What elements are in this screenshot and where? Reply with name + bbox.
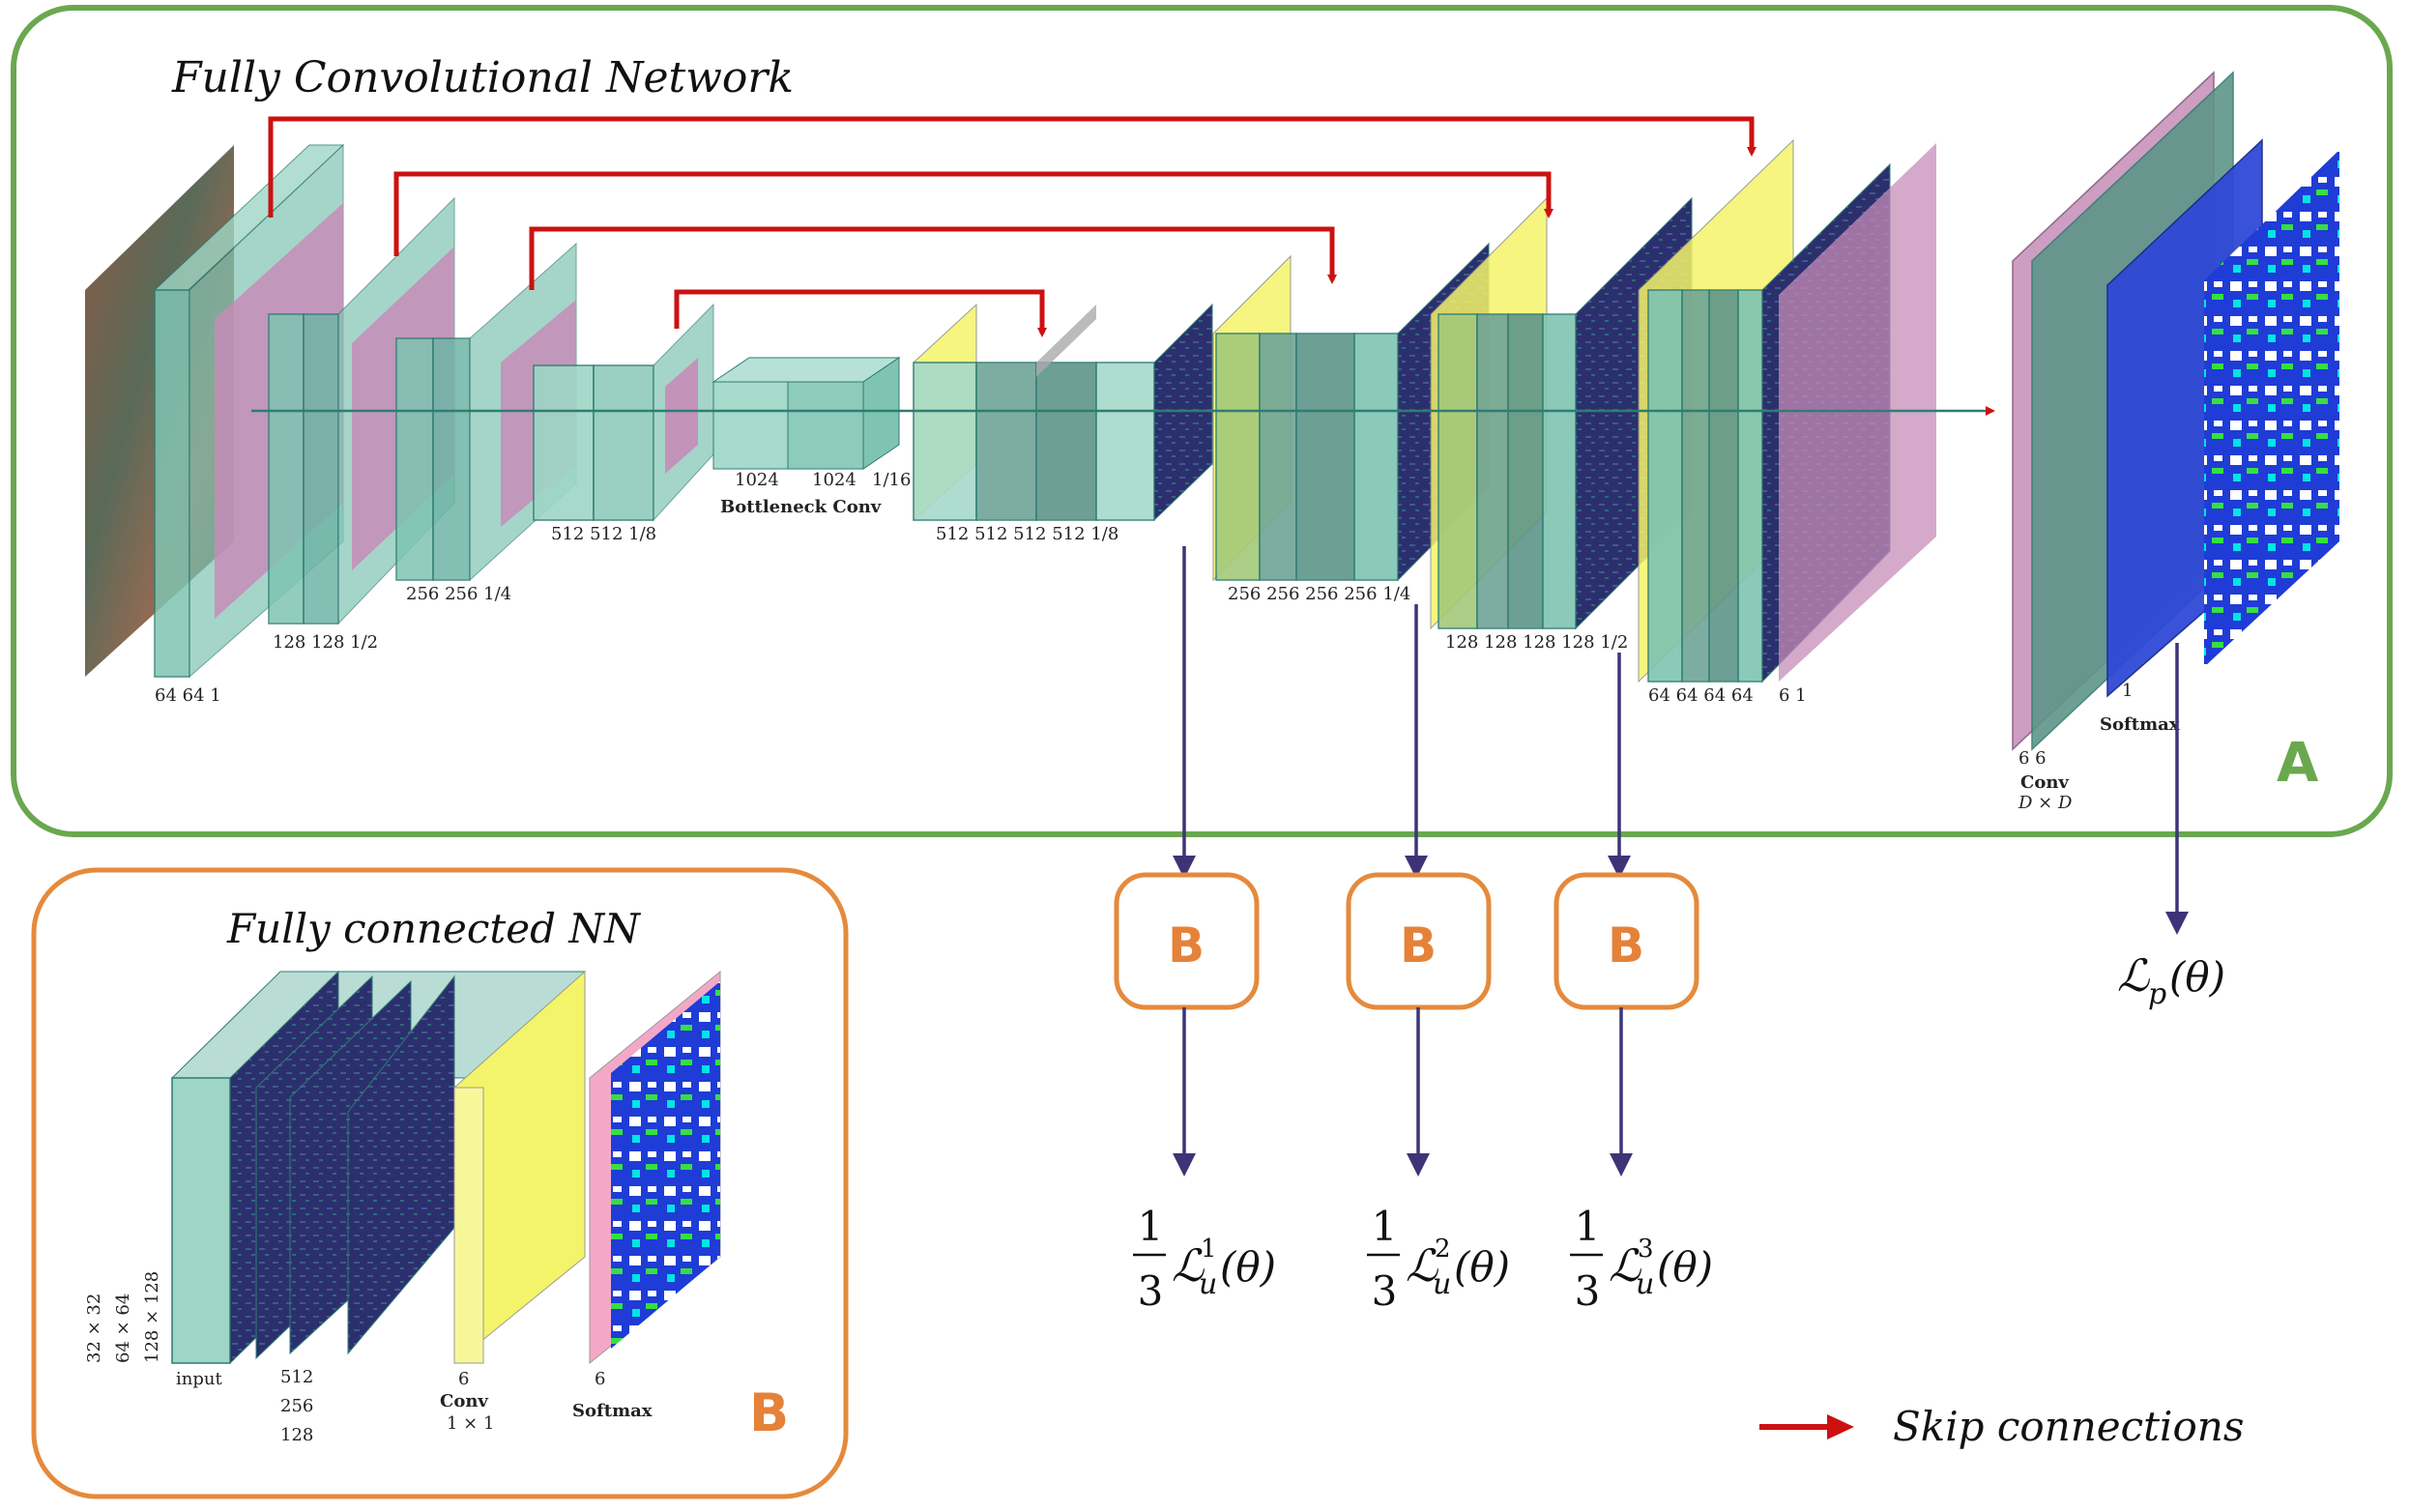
- final-conv-block: [2012, 71, 2339, 751]
- aux-head-1: B 1 3 ℒ 1 u (θ): [1114, 546, 1276, 1315]
- aux-head-2-loss: ℒ: [1406, 1239, 1438, 1292]
- primary-loss-sub: p: [2148, 977, 2166, 1011]
- label-dec3: 128 128 128 128 1/2: [1445, 632, 1628, 653]
- size-label-1: 32 × 32: [84, 1294, 104, 1363]
- channel-label-2: 256: [280, 1396, 313, 1416]
- size-label-3: 128 × 128: [142, 1271, 162, 1363]
- aux-head-1-sub: u: [1199, 1267, 1217, 1301]
- aux-head-3-badge: B: [1608, 917, 1644, 974]
- aux-head-1-badge: B: [1168, 917, 1205, 974]
- size-label-2: 64 × 64: [113, 1294, 133, 1363]
- softmax-label: Softmax: [572, 1401, 653, 1421]
- aux-head-3: B 1 3 ℒ 3 u (θ): [1553, 653, 1713, 1315]
- conv-label: Conv: [440, 1391, 488, 1411]
- label-dec5: 6 1: [1779, 685, 1807, 706]
- label-bottleneck-ch2: 1024: [812, 470, 857, 490]
- conv-ch-label: 6: [458, 1369, 469, 1389]
- label-dec1: 512 512 512 512 1/8: [936, 524, 1118, 544]
- primary-loss: ℒ p (θ): [2117, 643, 2225, 1011]
- panel-a: Fully Convolutional Network A: [11, 5, 2393, 837]
- skip-connections: [268, 116, 1757, 337]
- legend: Skip connections: [1759, 1403, 2244, 1450]
- aux-head-3-sup: 3: [1638, 1235, 1654, 1264]
- panel-b: Fully connected NN B 32 × 32 64 × 64 128…: [31, 867, 849, 1499]
- aux-head-3-arg: (θ): [1657, 1243, 1713, 1291]
- decoder-block-4: [1638, 138, 1936, 683]
- aux-head-1-arg: (θ): [1220, 1243, 1276, 1291]
- label-enc4: 512 512 1/8: [551, 524, 656, 544]
- panel-b-border: [31, 867, 849, 1499]
- bottleneck-block: [711, 357, 901, 470]
- aux-head-2-sub: u: [1433, 1267, 1451, 1301]
- aux-head-1-frac-den: 3: [1138, 1267, 1164, 1315]
- label-bottleneck-name: Bottleneck Conv: [720, 497, 882, 517]
- panel-a-title: Fully Convolutional Network: [171, 53, 794, 102]
- aux-head-2-badge: B: [1400, 917, 1437, 974]
- label-bottleneck-scale: 1/16: [872, 470, 911, 490]
- label-dec2: 256 256 256 256 1/4: [1228, 584, 1410, 604]
- label-enc2: 128 128 1/2: [273, 632, 378, 653]
- label-final-conv-size: D × D: [2018, 793, 2073, 813]
- aux-head-2-frac-den: 3: [1372, 1267, 1398, 1315]
- aux-head-1-frac-num: 1: [1138, 1203, 1164, 1250]
- primary-loss-symbol: ℒ: [2117, 949, 2150, 1002]
- encoder-block-4: [533, 303, 714, 522]
- aux-head-3-frac-num: 1: [1575, 1203, 1601, 1250]
- aux-head-3-sub: u: [1636, 1267, 1654, 1301]
- aux-head-3-loss: ℒ: [1609, 1239, 1641, 1292]
- panel-a-border: [11, 5, 2393, 837]
- label-bottleneck-ch1: 1024: [735, 470, 779, 490]
- aux-head-2-sup: 2: [1435, 1235, 1451, 1264]
- label-final-ch: 6 6: [2018, 748, 2047, 769]
- aux-head-1-sup: 1: [1201, 1235, 1217, 1264]
- label-final-conv: Conv: [2020, 772, 2069, 793]
- label-enc3: 256 256 1/4: [406, 584, 511, 604]
- aux-head-2: B 1 3 ℒ 2 u (θ): [1346, 604, 1510, 1315]
- decoder-block-1: [913, 303, 1213, 522]
- label-softmax-ch: 1: [2122, 681, 2133, 701]
- legend-label: Skip connections: [1893, 1403, 2244, 1450]
- channel-label-1: 512: [280, 1367, 313, 1387]
- label-enc1: 64 64 1: [155, 685, 221, 706]
- panel-b-badge: B: [749, 1382, 789, 1443]
- segmentation-output-image: [2204, 150, 2339, 667]
- label-dec4: 64 64 64 64: [1648, 685, 1754, 706]
- conv-size-label: 1 × 1: [447, 1413, 494, 1434]
- panel-a-badge: A: [2277, 732, 2319, 795]
- red-arrow-icon: [1827, 1414, 1854, 1439]
- aux-head-2-frac-num: 1: [1372, 1203, 1398, 1250]
- primary-loss-arg: (θ): [2169, 953, 2225, 1001]
- input-label: input: [176, 1369, 222, 1389]
- label-softmax: Softmax: [2100, 714, 2180, 735]
- panel-b-title: Fully connected NN: [226, 905, 641, 952]
- softmax-ch-label: 6: [595, 1369, 605, 1389]
- aux-head-2-arg: (θ): [1454, 1243, 1510, 1291]
- aux-head-3-frac-den: 3: [1575, 1267, 1601, 1315]
- aux-head-1-loss: ℒ: [1172, 1239, 1205, 1292]
- channel-label-3: 128: [280, 1425, 313, 1445]
